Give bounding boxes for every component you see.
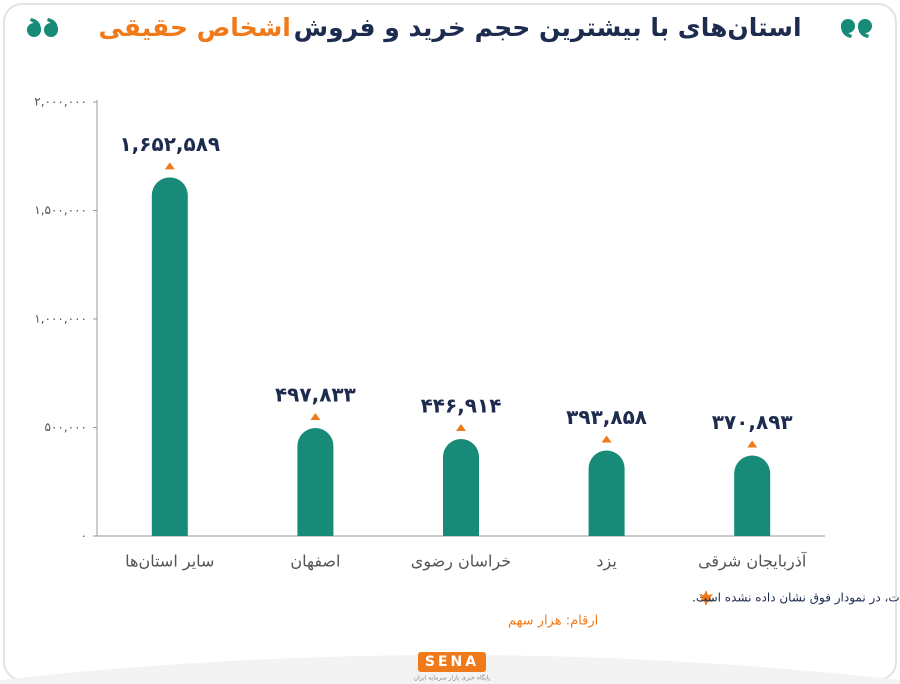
bar-marker <box>164 162 175 170</box>
y-tick-label: ۰ <box>81 529 87 543</box>
title-main: استان‌های با بیشترین حجم خرید و فروش <box>294 13 802 43</box>
bar <box>734 455 771 536</box>
bar-marker <box>456 424 466 432</box>
note-star <box>699 590 713 606</box>
title: استان‌های با بیشترین حجم خرید و فروش اشخ… <box>98 13 801 43</box>
x-tick-label: آذربایجان شرقی <box>698 552 808 572</box>
quote-right <box>841 19 872 38</box>
bar-marker <box>601 435 612 443</box>
x-tick-label: خراسان رضوی <box>411 552 511 572</box>
bar-marker <box>310 412 321 420</box>
value-label: ۳۷۰,۸۹۳ <box>712 410 793 434</box>
y-tick-label: ۲,۰۰۰,۰۰۰ <box>34 95 87 109</box>
logo-box <box>418 652 486 672</box>
bar <box>443 439 479 536</box>
frame <box>3 3 897 681</box>
bar <box>588 450 625 536</box>
y-tick-label: ۵۰۰,۰۰۰ <box>45 420 88 434</box>
value-label: ۴۹۷,۸۳۳ <box>275 382 356 406</box>
logo: SENA <box>425 654 479 670</box>
x-tick-label: اصفهان <box>290 552 340 572</box>
bar <box>151 177 188 536</box>
value-label: ۳۹۳,۸۵۸ <box>566 405 647 429</box>
y-tick-label: ۱,۵۰۰,۰۰۰ <box>34 203 87 217</box>
value-label: ۴۴۶,۹۱۴ <box>421 394 502 418</box>
x-tick-label: یزد <box>596 552 616 572</box>
logo-subtitle: پایگاه خبری بازار سرمایه ایران <box>414 674 491 682</box>
bar-marker <box>747 440 758 448</box>
y-tick-label: ۱,۰۰۰,۰۰۰ <box>34 312 87 326</box>
quote-left <box>27 18 58 37</box>
units: ارقام: هزار سهم <box>508 614 598 629</box>
value-label: ۱,۶۵۲,۵۸۹ <box>119 132 220 156</box>
title-highlight: اشخاص حقیقی <box>98 13 290 42</box>
bar <box>297 427 334 536</box>
note: استان تهران به دلیل نسبت بالا از کل حجم … <box>692 591 900 606</box>
x-tick-label: سایر استان‌ها <box>125 552 214 572</box>
